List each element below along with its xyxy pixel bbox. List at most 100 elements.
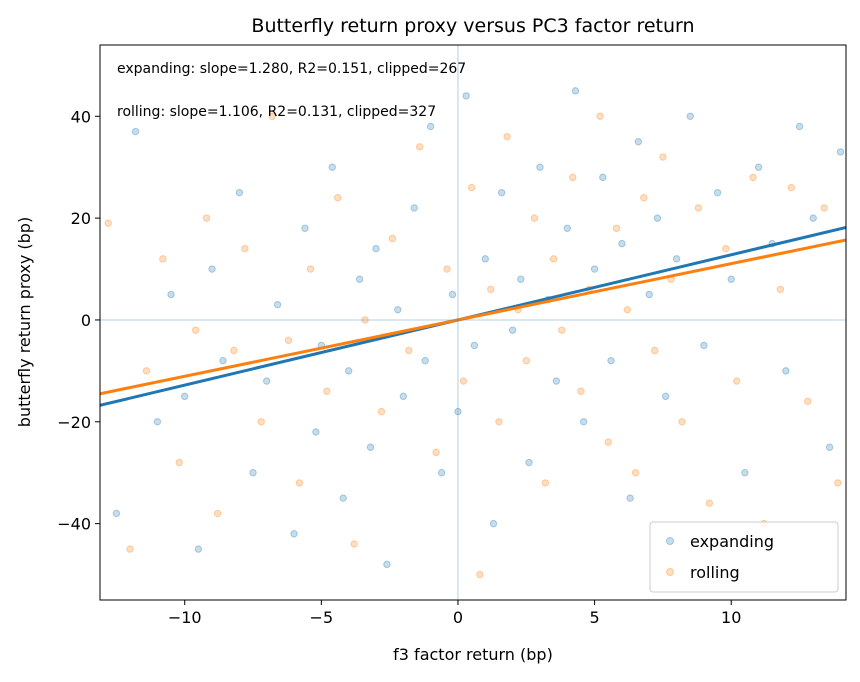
rolling-point — [405, 346, 413, 355]
expanding-point — [686, 112, 694, 120]
x-tick-label: −10 — [168, 608, 202, 627]
rolling-point — [834, 479, 842, 487]
expanding-point — [235, 188, 244, 197]
rolling-point — [722, 244, 730, 253]
rolling-point — [530, 214, 539, 222]
expanding-point — [836, 148, 845, 156]
legend-label-rolling: rolling — [690, 563, 740, 582]
expanding-point — [462, 92, 470, 100]
expanding-point — [273, 300, 282, 309]
expanding-point — [399, 392, 408, 401]
rolling-point — [787, 183, 796, 192]
legend-marker-rolling — [666, 568, 674, 576]
rolling-point — [350, 540, 358, 548]
expanding-point — [661, 392, 670, 401]
rolling-point — [659, 153, 667, 161]
expanding-point — [571, 87, 580, 95]
expanding-point — [590, 265, 599, 273]
expanding-point — [727, 275, 735, 283]
rolling-point — [749, 173, 757, 182]
legend: expanding rolling — [649, 521, 839, 593]
y-tick-label: 0 — [81, 311, 91, 330]
rolling-point — [776, 285, 785, 294]
rolling-point — [416, 143, 424, 151]
expanding-point — [153, 418, 162, 426]
annotation-rolling: rolling: slope=1.106, R2=0.131, clipped=… — [117, 104, 436, 120]
expanding-point — [508, 326, 517, 334]
expanding-point — [208, 265, 216, 273]
rolling-point — [459, 377, 468, 385]
rolling-point — [623, 306, 632, 314]
expanding-point — [782, 367, 790, 375]
expanding-point — [700, 341, 708, 350]
chart-title: Butterfly return proxy versus PC3 factor… — [251, 15, 694, 37]
rolling-point — [191, 326, 200, 334]
legend-label-expanding: expanding — [690, 532, 774, 551]
rolling-point — [612, 224, 621, 233]
rolling-point — [142, 367, 151, 375]
legend-marker-expanding — [666, 537, 674, 545]
expanding-point — [653, 214, 662, 222]
expanding-point — [536, 163, 544, 171]
rolling-point — [640, 194, 648, 202]
expanding-point — [795, 122, 804, 131]
expanding-point — [383, 560, 391, 569]
y-axis: −40 −20 0 20 40 — [57, 107, 100, 534]
rolling-point — [388, 234, 397, 243]
rolling-point — [213, 509, 222, 518]
rolling-point — [323, 387, 331, 395]
plot-frame — [99, 44, 847, 601]
rolling-point — [306, 265, 315, 273]
annotation-expanding: expanding: slope=1.280, R2=0.151, clippe… — [117, 61, 466, 77]
expanding-point — [672, 255, 681, 263]
x-tick-label: 10 — [721, 608, 741, 627]
rolling-point — [549, 255, 558, 263]
rolling-point — [558, 326, 566, 334]
expanding-point — [290, 530, 298, 538]
rolling-point — [175, 458, 183, 467]
rolling-point — [577, 387, 585, 395]
rolling-point — [159, 255, 167, 263]
expanding-point — [219, 356, 227, 365]
expanding-point — [809, 214, 817, 222]
x-tick-label: −5 — [310, 608, 334, 627]
rolling-point — [126, 545, 134, 553]
expanding-point — [741, 469, 749, 477]
expanding-point — [426, 122, 435, 131]
expanding-point — [563, 224, 571, 233]
legend-box — [649, 521, 839, 593]
expanding-point — [437, 469, 446, 477]
expanding-point — [713, 188, 722, 197]
y-tick-label: 40 — [71, 107, 91, 126]
rolling-point — [694, 204, 703, 212]
x-tick-label: 5 — [590, 608, 600, 627]
points-layer — [104, 87, 845, 579]
expanding-point — [489, 519, 498, 528]
rolling-point — [705, 499, 714, 507]
rolling-point — [541, 479, 550, 487]
rolling-point — [104, 219, 112, 227]
rolling-point — [631, 469, 640, 477]
expanding-point — [328, 163, 336, 171]
rolling-point — [487, 285, 495, 294]
rolling-point — [284, 336, 293, 345]
expanding-point — [262, 377, 271, 385]
rolling-point — [476, 570, 484, 579]
expanding-point — [552, 377, 561, 385]
rolling-point — [651, 346, 659, 355]
expanding-point — [599, 173, 607, 182]
rolling-point — [334, 194, 342, 202]
rolling-point — [503, 132, 511, 141]
expanding-point — [249, 469, 257, 477]
expanding-point — [410, 204, 418, 212]
rolling-point — [443, 265, 451, 273]
expanding-point — [497, 188, 506, 197]
y-tick-label: 20 — [71, 209, 91, 228]
rolling-point — [268, 112, 276, 120]
expanding-point — [181, 392, 189, 401]
rolling-point — [361, 316, 369, 324]
expanding-point — [366, 443, 375, 451]
rolling-point — [241, 244, 249, 253]
